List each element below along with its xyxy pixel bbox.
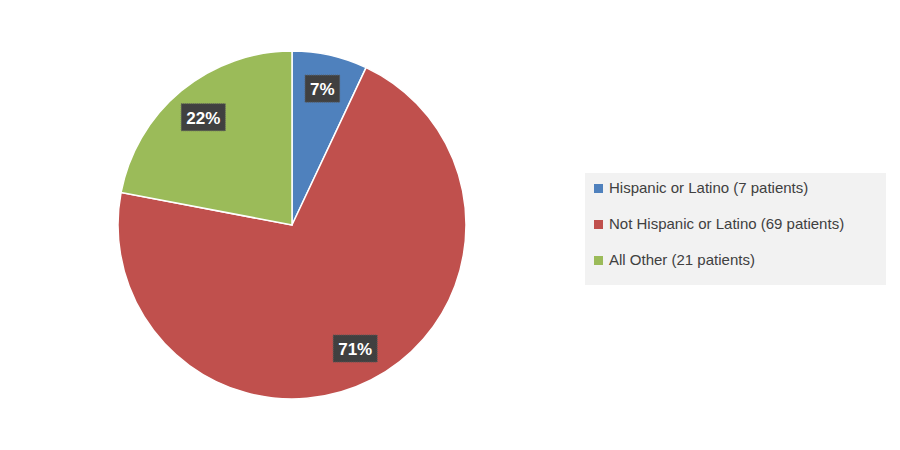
data-labels: 7% 71% 22% xyxy=(181,75,377,362)
data-label-box xyxy=(333,335,377,362)
background xyxy=(0,0,900,450)
data-label-box xyxy=(181,104,225,131)
chart: 7% 71% 22% Hispanic or Latino (7 patients) N… xyxy=(0,0,900,450)
legend-label: Hispanic or Latino (7 patients) xyxy=(609,179,808,196)
data-label: 71% xyxy=(338,340,372,359)
legend-label: Not Hispanic or Latino (69 patients) xyxy=(609,215,844,232)
legend-box xyxy=(585,173,886,285)
legend-swatch xyxy=(594,220,603,229)
legend-swatch xyxy=(594,184,603,193)
legend: Hispanic or Latino (7 patients) Not Hispa… xyxy=(585,173,886,285)
data-label: 22% xyxy=(186,109,220,128)
data-label: 7% xyxy=(310,80,335,99)
legend-label: All Other (21 patients) xyxy=(609,251,755,268)
data-label-box xyxy=(305,75,340,102)
slices xyxy=(118,51,466,399)
pie-slice xyxy=(121,51,292,225)
legend-swatch xyxy=(594,256,603,265)
data-label-group: 7% xyxy=(305,75,340,102)
data-label-group: 22% xyxy=(181,104,225,131)
data-label-group: 71% xyxy=(333,335,377,362)
